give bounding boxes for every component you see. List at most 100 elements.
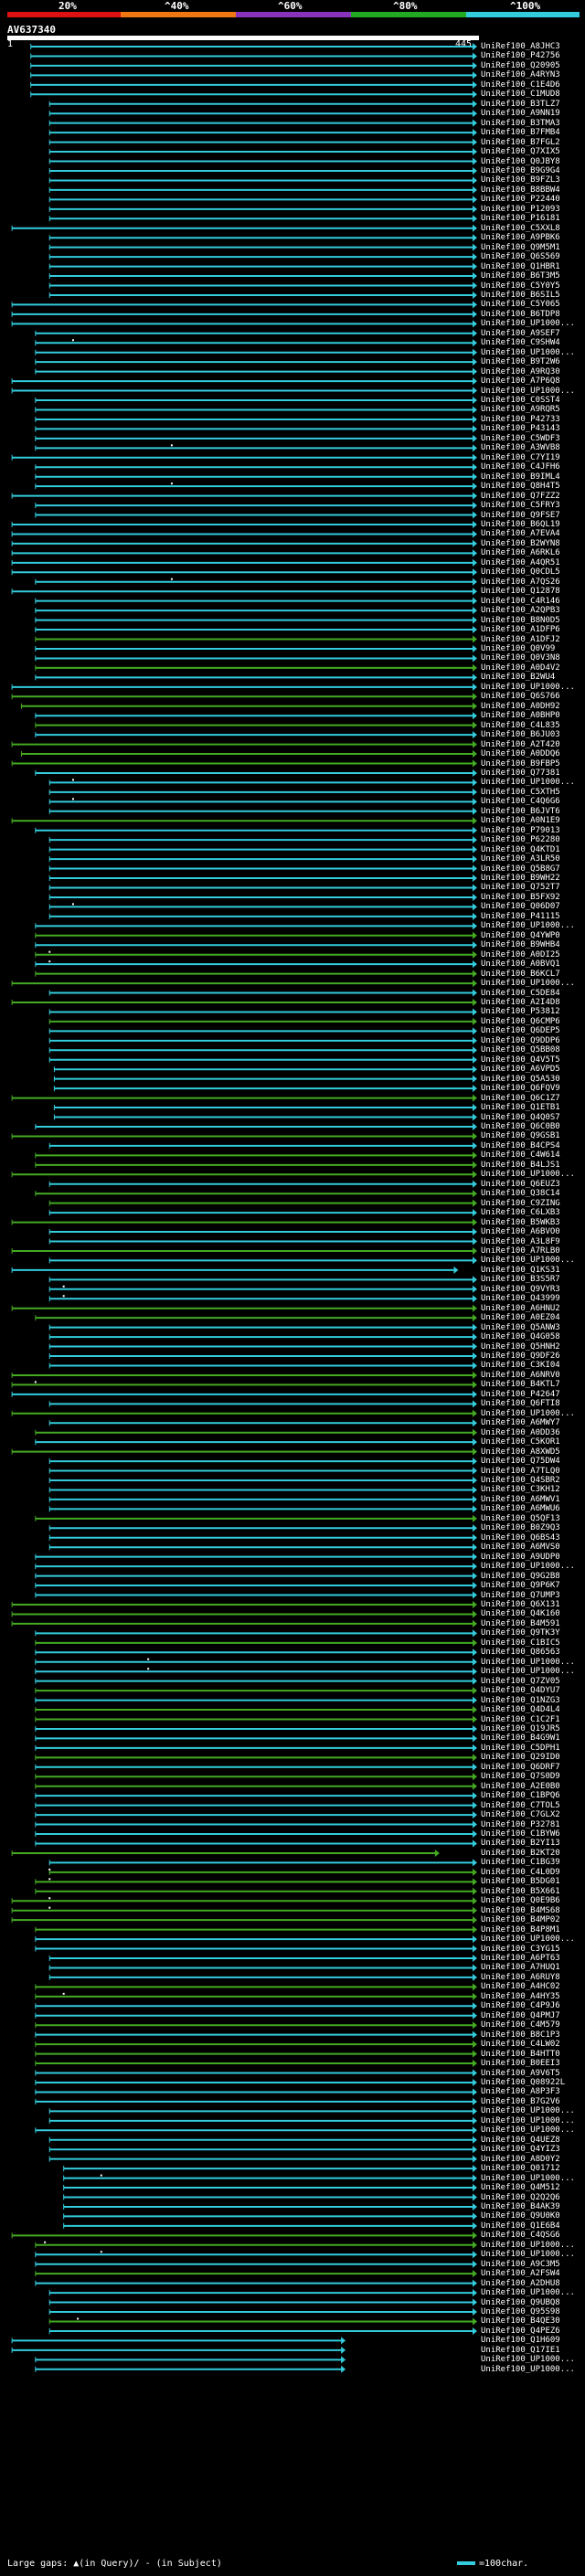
hit-label[interactable]: UniRef100_C3KH12	[481, 1485, 560, 1495]
hit-label[interactable]: UniRef100_B6SIL5	[481, 290, 560, 300]
hit-label[interactable]: UniRef100_A7EVA4	[481, 529, 560, 539]
hit-label[interactable]: UniRef100_UP1000...	[481, 2125, 575, 2136]
hit-label[interactable]: UniRef100_A6MWV1	[481, 1494, 560, 1504]
hit-label[interactable]: UniRef100_Q7UMP3	[481, 1590, 560, 1600]
hit-label[interactable]: UniRef100_Q9GSB1	[481, 1131, 560, 1141]
hit-label[interactable]: UniRef100_Q9G2B8	[481, 1571, 560, 1581]
hit-label[interactable]: UniRef100_Q17IE1	[481, 2345, 560, 2355]
hit-label[interactable]: UniRef100_C4LW02	[481, 2040, 560, 2050]
hit-label[interactable]: UniRef100_UP1000...	[481, 347, 575, 357]
hit-label[interactable]: UniRef100_C5XTH5	[481, 787, 560, 797]
hit-label[interactable]: UniRef100_C3KI04	[481, 1361, 560, 1371]
hit-label[interactable]: UniRef100_C6LXB3	[481, 1208, 560, 1218]
hit-label[interactable]: UniRef100_B9T2W6	[481, 357, 560, 367]
hit-label[interactable]: UniRef100_C4M579	[481, 2020, 560, 2030]
hit-label[interactable]: UniRef100_A0DD36	[481, 1427, 560, 1437]
hit-label[interactable]: UniRef100_A2QPB3	[481, 606, 560, 616]
hit-label[interactable]: UniRef100_C4L835	[481, 720, 560, 730]
hit-label[interactable]: UniRef100_A9NN19	[481, 109, 560, 119]
hit-label[interactable]: UniRef100_B8C1P3	[481, 2030, 560, 2040]
hit-label[interactable]: UniRef100_B6KCL7	[481, 969, 560, 979]
hit-label[interactable]: UniRef100_Q86563	[481, 1648, 560, 1658]
hit-label[interactable]: UniRef100_Q7XIX5	[481, 147, 560, 157]
hit-label[interactable]: UniRef100_P12093	[481, 204, 560, 214]
hit-label[interactable]: UniRef100_B6T3M5	[481, 271, 560, 281]
hit-label[interactable]: UniRef100_B9G9G4	[481, 165, 560, 175]
hit-label[interactable]: UniRef100_A0D4V2	[481, 663, 560, 673]
hit-label[interactable]: UniRef100_A0BHP0	[481, 711, 560, 721]
hit-label[interactable]: UniRef100_Q08922L	[481, 2077, 566, 2087]
hit-label[interactable]: UniRef100_A2FSW4	[481, 2269, 560, 2279]
hit-label[interactable]: UniRef100_Q6DEP5	[481, 1026, 560, 1036]
hit-label[interactable]: UniRef100_Q6FTI8	[481, 1399, 560, 1409]
hit-label[interactable]: UniRef100_Q5BB08	[481, 1045, 560, 1055]
hit-label[interactable]: UniRef100_B6TDP8	[481, 309, 560, 319]
hit-label[interactable]: UniRef100_C9SHW4	[481, 338, 560, 348]
hit-label[interactable]: UniRef100_A6VPD5	[481, 1065, 560, 1075]
hit-label[interactable]: UniRef100_B0EEI3	[481, 2059, 560, 2069]
hit-label[interactable]: UniRef100_A8XWD5	[481, 1447, 560, 1457]
hit-label[interactable]: UniRef100_Q06D07	[481, 902, 560, 912]
hit-label[interactable]: UniRef100_Q0JBY8	[481, 156, 560, 166]
hit-label[interactable]: UniRef100_B6JVT6	[481, 806, 560, 816]
hit-label[interactable]: UniRef100_P41115	[481, 911, 560, 921]
hit-label[interactable]: UniRef100_Q4M512	[481, 2183, 560, 2193]
hit-label[interactable]: UniRef100_Q0CDL5	[481, 567, 560, 578]
hit-label[interactable]: UniRef100_Q75DW4	[481, 1457, 560, 1467]
hit-label[interactable]: UniRef100_Q9DDP6	[481, 1035, 560, 1045]
hit-label[interactable]: UniRef100_B4CPS4	[481, 1140, 560, 1150]
hit-label[interactable]: UniRef100_Q4D4L4	[481, 1705, 560, 1715]
hit-label[interactable]: UniRef100_A0DI25	[481, 949, 560, 959]
hit-label[interactable]: UniRef100_Q0V99	[481, 643, 556, 653]
hit-label[interactable]: UniRef100_C1BG39	[481, 1858, 560, 1868]
hit-label[interactable]: UniRef100_UP1000...	[481, 1408, 575, 1418]
hit-label[interactable]: UniRef100_B4HTT0	[481, 2049, 560, 2059]
hit-label[interactable]: UniRef100_UP1000...	[481, 1170, 575, 1180]
hit-label[interactable]: UniRef100_A2DHU8	[481, 2278, 560, 2288]
hit-label[interactable]: UniRef100_UP1000...	[481, 979, 575, 989]
hit-label[interactable]: UniRef100_B9IML4	[481, 472, 560, 482]
hit-label[interactable]: UniRef100_A4HC02	[481, 1982, 560, 1992]
hit-label[interactable]: UniRef100_A0N1E9	[481, 816, 560, 826]
hit-label[interactable]: UniRef100_B9WH22	[481, 874, 560, 884]
hit-label[interactable]: UniRef100_A0EZ04	[481, 1313, 560, 1323]
hit-label[interactable]: UniRef100_C4R146	[481, 596, 560, 606]
hit-label[interactable]: UniRef100_UP1000...	[481, 1667, 575, 1677]
hit-label[interactable]: UniRef100_Q4SBR2	[481, 1476, 560, 1485]
hit-label[interactable]: UniRef100_Q95S98	[481, 2307, 560, 2317]
hit-label[interactable]: UniRef100_A6RUY8	[481, 1972, 560, 1982]
hit-label[interactable]: UniRef100_P22440	[481, 195, 560, 205]
hit-label[interactable]: UniRef100_UP1000...	[481, 2173, 575, 2183]
hit-label[interactable]: UniRef100_A6BVO0	[481, 1227, 560, 1237]
hit-label[interactable]: UniRef100_Q1ETB1	[481, 1103, 560, 1113]
hit-label[interactable]: UniRef100_Q6CMP6	[481, 1016, 560, 1026]
hit-label[interactable]: UniRef100_P16181	[481, 214, 560, 224]
hit-label[interactable]: UniRef100_Q1KS31	[481, 1265, 560, 1275]
hit-label[interactable]: UniRef100_A0BVQ1	[481, 959, 560, 970]
hit-label[interactable]: UniRef100_A2I4D8	[481, 998, 560, 1007]
hit-label[interactable]: UniRef100_A3WVB8	[481, 443, 560, 453]
hit-label[interactable]: UniRef100_Q5HNH2	[481, 1341, 560, 1352]
hit-label[interactable]: UniRef100_Q6C1Z7	[481, 1093, 560, 1103]
hit-label[interactable]: UniRef100_Q20905	[481, 60, 560, 70]
hit-label[interactable]: UniRef100_UP1000...	[481, 1256, 575, 1266]
hit-label[interactable]: UniRef100_Q6X131	[481, 1599, 560, 1609]
hit-label[interactable]: UniRef100_Q6S569	[481, 252, 560, 262]
hit-label[interactable]: UniRef100_Q4V5T5	[481, 1055, 560, 1065]
hit-label[interactable]: UniRef100_Q9VYR3	[481, 1284, 560, 1294]
hit-label[interactable]: UniRef100_Q29ID0	[481, 1753, 560, 1763]
hit-label[interactable]: UniRef100_Q5QF13	[481, 1513, 560, 1523]
hit-label[interactable]: UniRef100_A6NRV0	[481, 1370, 560, 1380]
hit-label[interactable]: UniRef100_A9PBK6	[481, 233, 560, 243]
hit-label[interactable]: UniRef100_A1DFP6	[481, 625, 560, 635]
hit-label[interactable]: UniRef100_B7FMB4	[481, 128, 560, 138]
hit-label[interactable]: UniRef100_C1MUD8	[481, 90, 560, 100]
hit-label[interactable]: UniRef100_C4P9J6	[481, 2001, 560, 2011]
hit-label[interactable]: UniRef100_C5DE84	[481, 988, 560, 998]
hit-label[interactable]: UniRef100_Q7S0D9	[481, 1772, 560, 1782]
hit-label[interactable]: UniRef100_A9RQ30	[481, 366, 560, 376]
hit-label[interactable]: UniRef100_C4JFH6	[481, 462, 560, 472]
hit-label[interactable]: UniRef100_C1BPQ6	[481, 1791, 560, 1801]
hit-label[interactable]: UniRef100_P53812	[481, 1007, 560, 1017]
hit-label[interactable]: UniRef100_Q5ANW3	[481, 1322, 560, 1332]
